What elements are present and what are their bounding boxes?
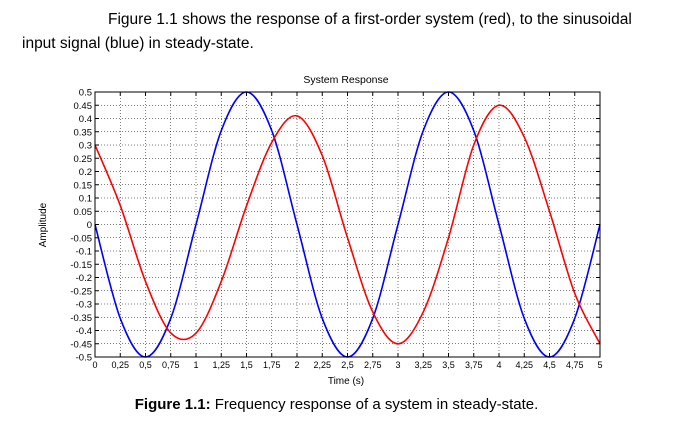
- y-tick-label: -0.4: [76, 326, 92, 337]
- plot-frame: [94, 91, 601, 358]
- intro-line-2: input signal (blue) in steady-state.: [22, 35, 254, 52]
- y-tick-label: -0.35: [70, 313, 92, 324]
- x-tick-label: 0,5: [139, 360, 152, 370]
- x-tick-label: 0,25: [111, 360, 129, 370]
- y-tick-label: -0.45: [70, 339, 92, 350]
- y-tick-label: 0.4: [79, 114, 92, 125]
- y-tick-label: 0.15: [74, 180, 93, 191]
- y-tick-label: 0.1: [79, 194, 92, 205]
- y-tick-label: -0.1: [76, 247, 92, 258]
- x-tick-label: 4,75: [566, 360, 584, 370]
- y-tick-label: 0: [87, 220, 92, 231]
- y-tick-label: -0.5: [76, 353, 92, 364]
- x-tick-label: 5: [597, 360, 602, 370]
- intro-line-1: Figure 1.1 shows the response of a first…: [108, 11, 632, 28]
- caption-text: Frequency response of a system in steady…: [210, 396, 539, 413]
- y-tick-label: 0.35: [74, 127, 93, 138]
- x-tick-label: 4,5: [543, 360, 556, 370]
- y-tick-label: 0.45: [74, 101, 93, 112]
- y-tick-label: -0.15: [70, 260, 92, 271]
- x-tick-label: 3: [395, 360, 400, 370]
- y-tick-label: 0.5: [79, 88, 92, 99]
- y-axis-label: Amplitude: [38, 202, 49, 247]
- x-tick-label: 1: [193, 360, 198, 370]
- x-tick-label: 1,75: [263, 360, 281, 370]
- y-tick-label: 0.2: [79, 167, 92, 178]
- x-axis-label: Time (s): [328, 376, 364, 387]
- caption-label: Figure 1.1:: [134, 396, 211, 413]
- x-tick-label: 1,5: [240, 360, 253, 370]
- y-tick-label: -0.3: [76, 300, 92, 311]
- x-tick-label: 3,5: [442, 360, 455, 370]
- x-tick-label: 3,25: [414, 360, 432, 370]
- system-response-chart: System Response 0 0,25 0,5 0,75 1 1,25 1,5 1,75…: [38, 74, 603, 387]
- y-tick-label: -0.25: [70, 286, 92, 297]
- x-tick-label: 0: [92, 360, 97, 370]
- intro-paragraph: Figure 1.1 shows the response of a first…: [22, 8, 642, 56]
- y-tick-label: 0.05: [74, 207, 93, 218]
- x-tick-label: 4,25: [515, 360, 533, 370]
- x-tick-label: 2: [294, 360, 299, 370]
- y-tick-label: -0.2: [76, 273, 92, 284]
- x-tick-label: 1,25: [212, 360, 230, 370]
- figure-caption: Figure 1.1: Frequency response of a syst…: [0, 396, 673, 413]
- x-tick-label: 0,75: [162, 360, 180, 370]
- y-tick-label: 0.3: [79, 141, 92, 152]
- y-tick-label: -0.05: [70, 233, 92, 244]
- x-tick-label: 2,5: [341, 360, 354, 370]
- x-tick-label: 3,75: [465, 360, 483, 370]
- chart-title: System Response: [303, 74, 388, 86]
- x-tick-label: 2,25: [313, 360, 331, 370]
- x-tick-label: 2,75: [364, 360, 382, 370]
- tick-layer: 0 0,25 0,5 0,75 1 1,25 1,5 1,75 2 2,25 2,5 2,75 3 3,2…: [70, 88, 602, 371]
- system-response-line: [94, 104, 601, 345]
- y-tick-label: 0.25: [74, 154, 93, 165]
- x-tick-label: 4: [496, 360, 501, 370]
